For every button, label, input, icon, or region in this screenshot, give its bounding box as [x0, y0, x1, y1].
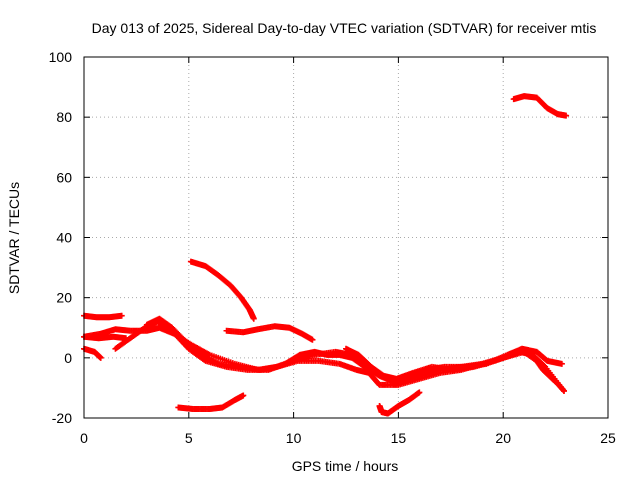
series-track-11 [510, 93, 570, 119]
y-tick-label: 0 [64, 350, 72, 366]
series-track-1 [81, 312, 125, 321]
x-axis-label: GPS time / hours [292, 458, 399, 474]
x-tick-label: 20 [495, 430, 511, 446]
data-point [118, 312, 125, 319]
x-tick-label: 5 [185, 430, 193, 446]
series-track-7 [175, 392, 247, 412]
y-tick-label: 40 [56, 230, 72, 246]
data-point [416, 389, 423, 396]
y-tick-label: 80 [56, 109, 72, 125]
data-point [558, 360, 565, 367]
x-tick-label: 15 [391, 430, 407, 446]
data-point [240, 392, 247, 399]
x-tick-label: 10 [286, 430, 302, 446]
data-point [551, 377, 558, 384]
data-points [81, 93, 570, 417]
data-point [560, 386, 567, 393]
y-tick-label: 20 [56, 290, 72, 306]
series-track-12 [343, 345, 559, 385]
series-track-9 [223, 323, 316, 343]
x-tick-label: 0 [80, 430, 88, 446]
y-axis-label: SDTVAR / TECUs [6, 182, 22, 294]
series-track-3 [81, 333, 129, 342]
chart-title: Day 013 of 2025, Sidereal Day-to-day VTE… [92, 20, 597, 36]
data-point [250, 315, 257, 322]
grid [84, 57, 608, 418]
y-tick-label: -20 [52, 410, 72, 426]
y-tick-label: 60 [56, 169, 72, 185]
data-point [97, 354, 104, 361]
series-track-10 [376, 389, 423, 417]
series-track-8 [187, 258, 257, 322]
data-point [552, 378, 559, 385]
plot-frame [83, 56, 609, 419]
x-tick-label: 25 [600, 430, 616, 446]
data-point [309, 336, 316, 343]
data-point [563, 112, 570, 119]
axis-ticks: 0 5 10 15 20 25 -20 0 20 40 60 80 100 [49, 49, 616, 446]
y-tick-label: 100 [49, 49, 73, 65]
data-point [560, 387, 567, 394]
